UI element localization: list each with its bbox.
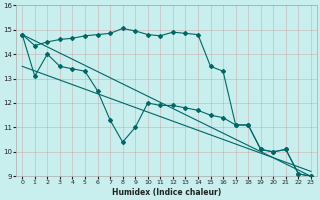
X-axis label: Humidex (Indice chaleur): Humidex (Indice chaleur) (112, 188, 221, 197)
